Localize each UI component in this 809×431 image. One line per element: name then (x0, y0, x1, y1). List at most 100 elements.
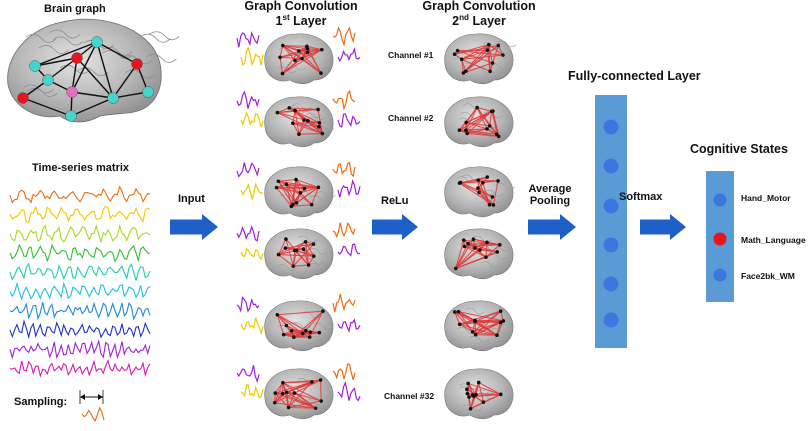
graph-node (42, 74, 54, 86)
region-node (471, 237, 476, 242)
connectivity-edge (474, 241, 488, 249)
gyrus (307, 116, 327, 124)
region-node (465, 131, 469, 136)
connectivity-edge (486, 50, 491, 72)
region-node (317, 121, 322, 125)
connectivity-edge (288, 381, 313, 408)
connectivity-edge (489, 125, 498, 135)
region-node (457, 128, 462, 132)
fc-neuron (603, 158, 619, 174)
region-node (487, 202, 492, 207)
gc1-signal (236, 365, 260, 384)
gc1-signal (337, 243, 361, 257)
state-node-hand-motor (713, 193, 727, 207)
region-node (287, 106, 292, 110)
connectivity-edge (489, 45, 499, 72)
graph-edge (76, 57, 114, 99)
region-node (292, 391, 297, 395)
region-node (478, 248, 482, 252)
region-node (485, 127, 489, 131)
gyrus (314, 124, 335, 132)
input-arrow (170, 214, 218, 240)
connectivity-edge (474, 247, 487, 258)
region-node (487, 42, 491, 47)
connectivity-edge (307, 48, 322, 74)
pooling-label: Average Pooling (528, 183, 572, 207)
connectivity-edge (455, 239, 465, 269)
graph-edge (112, 63, 138, 99)
brain-graph-illustration (7, 18, 180, 123)
time-series-line (9, 224, 151, 244)
connectivity-edge (455, 256, 487, 269)
connectivity-edge (292, 243, 314, 267)
connectivity-edge (475, 382, 480, 395)
connectivity-edge (279, 51, 308, 58)
region-node (301, 247, 306, 252)
time-series-line (9, 185, 151, 204)
region-node (320, 131, 325, 136)
connectivity-edge (475, 310, 502, 336)
gc1-brain-5 (264, 300, 334, 352)
connectivity-edge (293, 264, 309, 267)
region-node (286, 405, 291, 410)
gyrus (27, 88, 58, 97)
region-node (308, 330, 313, 334)
gc1-signal (337, 381, 361, 402)
channel-1-label: Channel #1 (388, 50, 434, 60)
region-node (481, 400, 486, 404)
gc1-signal (240, 46, 264, 67)
region-node (452, 52, 457, 57)
connectivity-edge (282, 381, 312, 384)
connectivity-edge (282, 44, 308, 50)
region-node (305, 46, 310, 51)
connectivity-edge (478, 179, 499, 182)
connectivity-edge (277, 314, 307, 332)
gc2-brain-1 (444, 33, 517, 85)
region-node (291, 121, 295, 125)
region-node (310, 380, 314, 384)
connectivity-edge (465, 107, 478, 131)
region-node (490, 61, 495, 65)
gyrus (277, 264, 297, 271)
connectivity-edge (285, 238, 309, 266)
softmax-label: Softmax (619, 191, 663, 203)
region-node (304, 328, 308, 333)
region-node (476, 186, 480, 190)
region-node (496, 179, 500, 183)
gyrus (497, 40, 517, 48)
connectivity-edge (288, 406, 316, 409)
connectivity-edge (474, 319, 498, 336)
region-node (280, 391, 285, 396)
gc1-signal (236, 162, 260, 178)
connectivity-edge (291, 204, 312, 207)
graph-edge (96, 41, 114, 99)
connectivity-edge (274, 392, 295, 404)
connectivity-edge (300, 186, 319, 194)
connectivity-edge (461, 59, 467, 72)
region-node (311, 242, 316, 246)
region-node (278, 55, 282, 60)
connectivity-edge (459, 110, 494, 131)
connectivity-edge (282, 382, 290, 408)
connectivity-edge (455, 241, 488, 269)
connectivity-edge (459, 323, 498, 336)
connectivity-edge (492, 110, 498, 135)
connectivity-edge (459, 319, 476, 325)
connectivity-edge (465, 44, 499, 72)
connectivity-edge (459, 323, 473, 333)
region-node (293, 58, 297, 63)
gc1-signal (236, 90, 260, 109)
region-node (457, 322, 462, 327)
connectivity-edge (475, 334, 498, 336)
region-node (300, 331, 305, 336)
connectivity-edge (492, 180, 499, 206)
gc1-signal (240, 384, 264, 399)
gyrus (472, 235, 492, 243)
gyrus (310, 335, 331, 343)
time-series-line (9, 281, 151, 301)
connectivity-edge (486, 241, 500, 246)
connectivity-edge (461, 49, 488, 60)
graph-edge (34, 41, 98, 67)
gc1-signal (337, 318, 361, 333)
region-node (484, 255, 488, 259)
